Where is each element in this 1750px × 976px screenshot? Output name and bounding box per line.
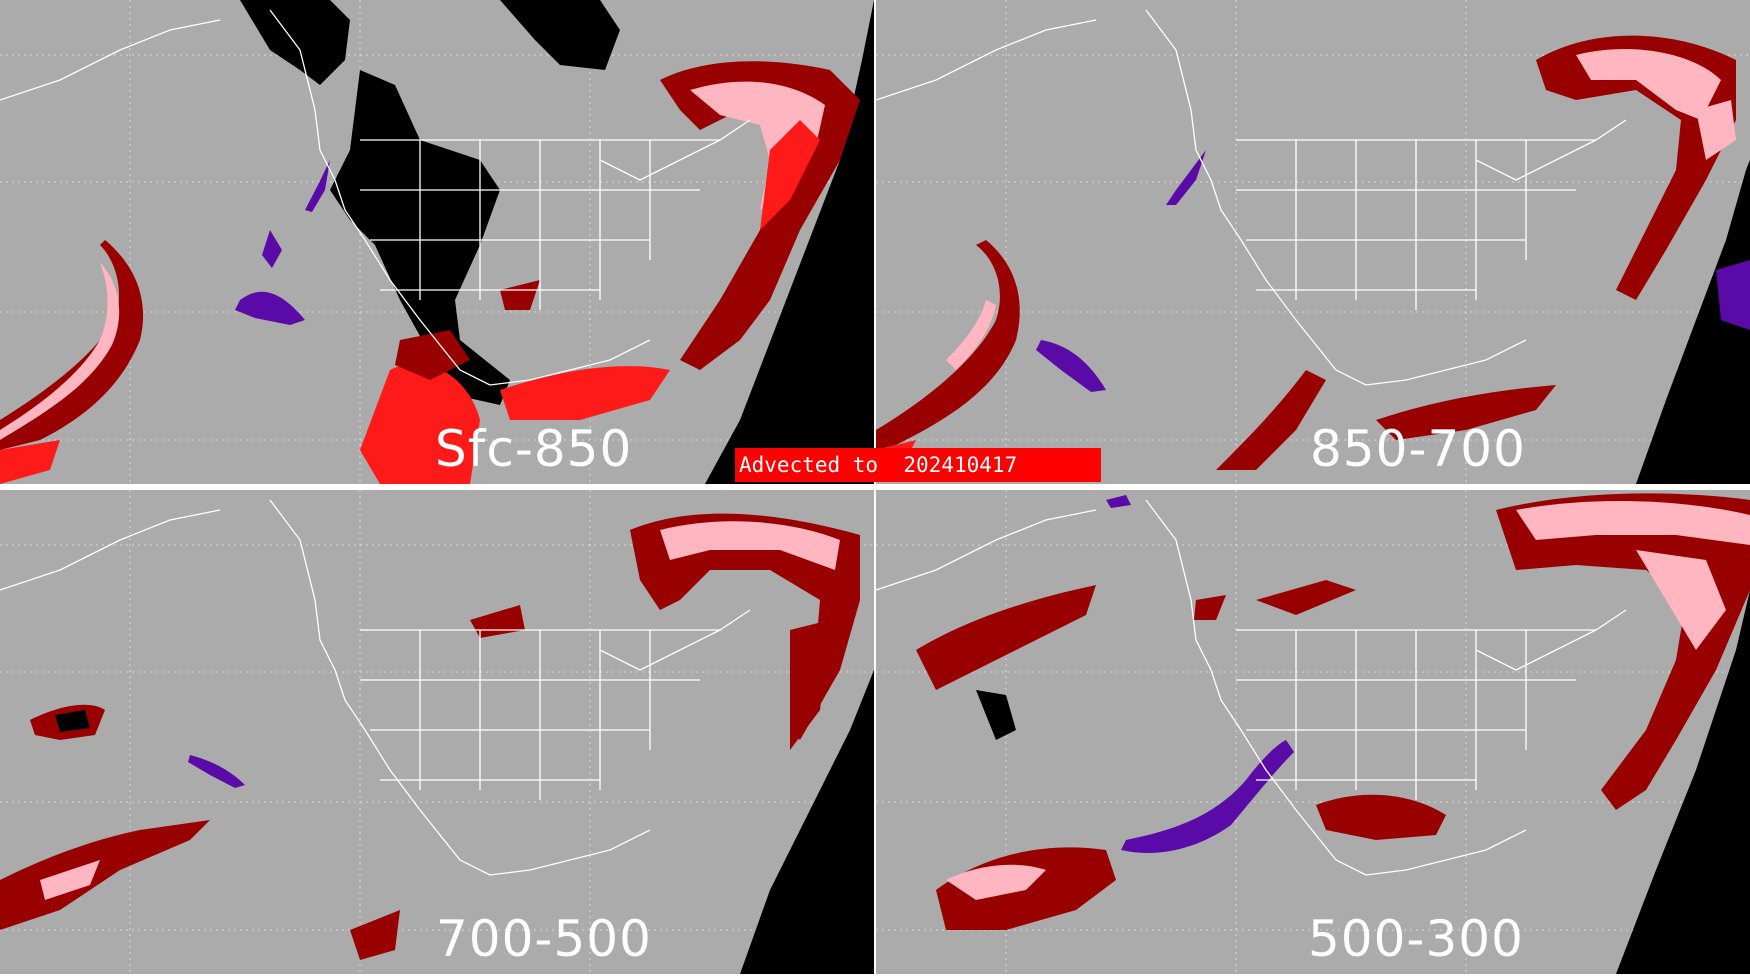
banner-date: 202410417	[903, 453, 1018, 477]
panel-500-300: 500-300	[876, 490, 1750, 974]
advected-date-banner: Advected to 202410417	[735, 448, 1101, 482]
panel-map-700-500	[0, 490, 874, 974]
panel-850-700: 850-700	[876, 0, 1750, 484]
panel-label-850-700: 850-700	[1310, 420, 1526, 478]
panel-map-850-700	[876, 0, 1750, 484]
panel-label-700-500: 700-500	[436, 910, 652, 968]
panel-sfc-850: Sfc-850	[0, 0, 874, 484]
panel-map-sfc-850	[0, 0, 874, 484]
panel-map-500-300	[876, 490, 1750, 974]
panel-label-500-300: 500-300	[1308, 910, 1524, 968]
panel-separator-horizontal	[0, 484, 1750, 490]
panel-700-500: 700-500	[0, 490, 874, 974]
panel-label-sfc-850: Sfc-850	[435, 420, 633, 478]
banner-prefix: Advected to	[739, 453, 879, 477]
